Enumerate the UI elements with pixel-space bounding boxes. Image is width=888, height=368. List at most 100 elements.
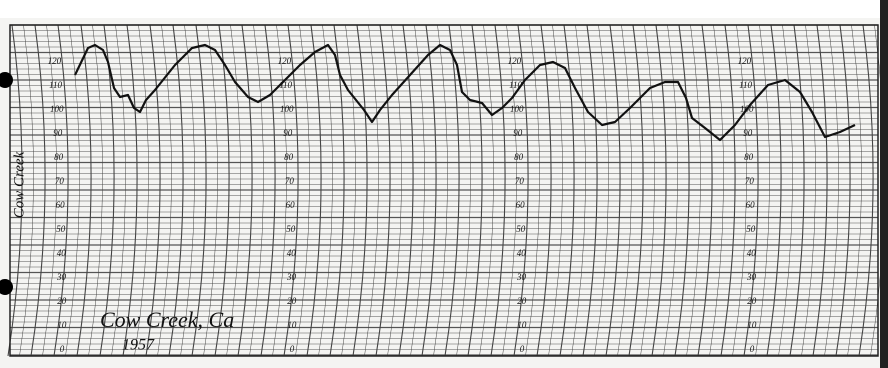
- time-arc: [122, 24, 138, 357]
- time-arc: [283, 24, 299, 357]
- time-arc: [421, 24, 437, 357]
- scale-label: 10: [747, 320, 757, 330]
- time-arc: [617, 24, 632, 357]
- scale-label: 50: [56, 224, 66, 234]
- time-arc: [65, 24, 80, 357]
- time-arc: [7, 24, 23, 357]
- scale-label: 60: [56, 200, 66, 210]
- scale-label: 110: [509, 80, 522, 90]
- time-arc: [479, 24, 494, 357]
- scale-label: 30: [56, 272, 67, 282]
- time-arc: [582, 24, 598, 357]
- time-arc: [467, 24, 483, 357]
- time-arc: [743, 24, 759, 357]
- time-arc: [237, 24, 253, 357]
- time-arc: [157, 24, 172, 357]
- scale-label: 40: [57, 248, 67, 258]
- scale-label: 0: [750, 344, 755, 354]
- time-arc: [824, 24, 839, 357]
- time-arc: [364, 24, 379, 357]
- time-arc: [30, 24, 46, 357]
- time-arc: [375, 24, 391, 357]
- time-arc: [76, 24, 92, 357]
- scale-label: 10: [57, 320, 67, 330]
- time-arc: [766, 24, 782, 357]
- scale-label: 10: [517, 320, 527, 330]
- time-arc: [410, 24, 425, 357]
- punch-hole: [0, 72, 13, 88]
- scale-label: 80: [284, 152, 294, 162]
- time-arc: [180, 24, 195, 357]
- scale-label: 0: [60, 344, 65, 354]
- scale-label: 60: [746, 200, 756, 210]
- location-note: Cow Creek, Ca: [100, 307, 234, 332]
- scale-label: 120: [738, 56, 752, 66]
- time-arc: [697, 24, 713, 357]
- scale-label: 70: [745, 176, 755, 186]
- time-arc: [214, 24, 230, 357]
- time-arc: [513, 24, 529, 357]
- scale-label: 30: [286, 272, 297, 282]
- time-arc: [640, 24, 655, 357]
- scale-label: 100: [280, 104, 294, 114]
- time-arc: [536, 24, 552, 357]
- time-arc: [732, 24, 747, 357]
- scale-label: 100: [510, 104, 524, 114]
- time-arc: [709, 24, 724, 357]
- scale-label: 0: [520, 344, 525, 354]
- time-arc: [456, 24, 471, 357]
- time-arc: [605, 24, 621, 357]
- time-arc: [559, 24, 575, 357]
- time-arc: [525, 24, 540, 357]
- time-arc: [628, 24, 644, 357]
- time-arc: [318, 24, 333, 357]
- time-arc: [847, 24, 862, 357]
- right-edge: [880, 0, 888, 368]
- scale-label: 60: [286, 200, 296, 210]
- scale-label: 50: [286, 224, 296, 234]
- time-arc: [295, 24, 310, 357]
- scale-label: 120: [48, 56, 62, 66]
- time-arc: [490, 24, 506, 357]
- time-arc: [272, 24, 287, 357]
- time-arc: [778, 24, 793, 357]
- scale-label: 40: [747, 248, 757, 258]
- scale-label: 100: [50, 104, 64, 114]
- grid: [7, 24, 885, 357]
- scale-label: 110: [49, 80, 62, 90]
- time-arc: [812, 24, 828, 357]
- scale-label: 90: [53, 128, 63, 138]
- time-arc: [686, 24, 701, 357]
- time-arc: [53, 24, 69, 357]
- time-arc: [398, 24, 414, 357]
- time-arc: [42, 24, 57, 357]
- scale-label: 60: [516, 200, 526, 210]
- time-arc: [651, 24, 667, 357]
- time-arc: [444, 24, 460, 357]
- scale-label: 120: [508, 56, 522, 66]
- margin-label: Cow Creek: [11, 151, 27, 218]
- scale-label: 90: [513, 128, 523, 138]
- time-arc: [306, 24, 322, 357]
- time-arc: [720, 24, 736, 357]
- scale-label: 50: [746, 224, 756, 234]
- time-arc: [168, 24, 184, 357]
- time-arc: [594, 24, 609, 357]
- scale-label: 20: [747, 296, 757, 306]
- time-arc: [571, 24, 586, 357]
- time-arc: [19, 24, 34, 357]
- time-arc: [789, 24, 805, 357]
- scale-label: 70: [285, 176, 295, 186]
- time-arc: [145, 24, 161, 357]
- time-arc: [835, 24, 851, 357]
- scale-label: 30: [746, 272, 757, 282]
- time-arc: [858, 24, 874, 357]
- scale-label: 80: [514, 152, 524, 162]
- scale-label: 70: [515, 176, 525, 186]
- time-arc: [663, 24, 678, 357]
- scale-label: 90: [743, 128, 753, 138]
- scale-label: 50: [516, 224, 526, 234]
- time-arc: [433, 24, 448, 357]
